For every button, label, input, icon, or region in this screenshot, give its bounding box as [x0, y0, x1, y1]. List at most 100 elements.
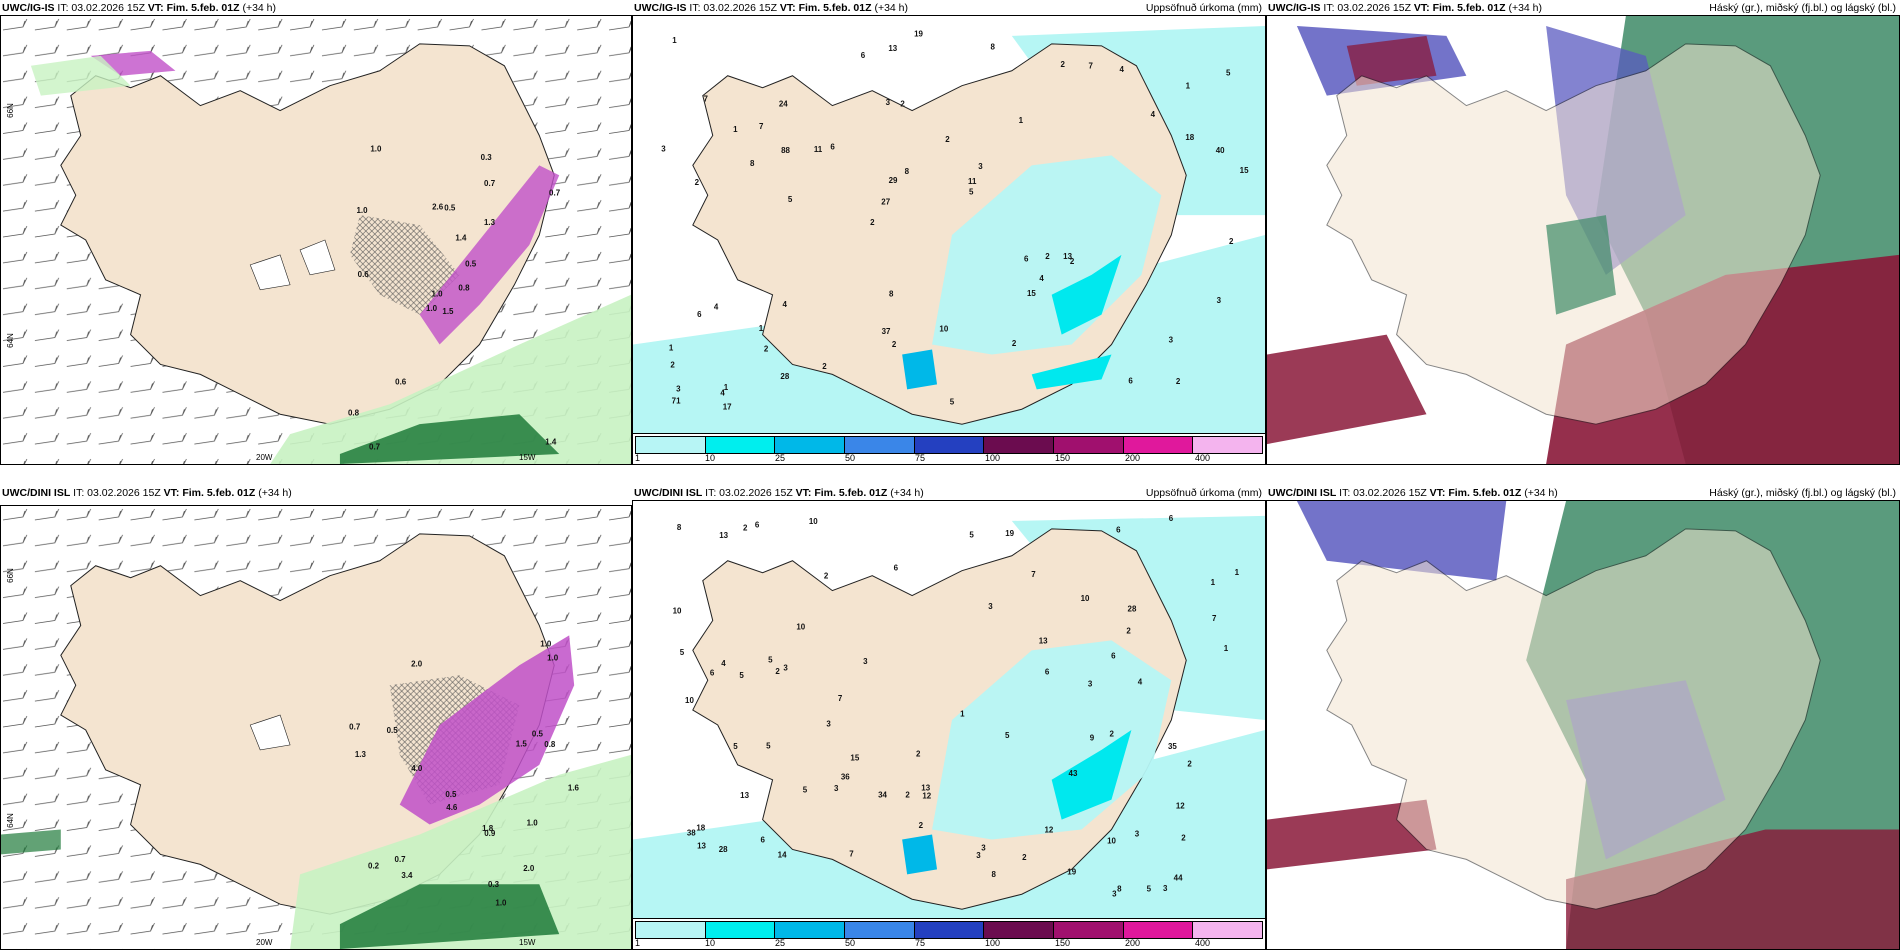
- map-value-label: 28: [780, 372, 789, 381]
- map-value-label: 3: [976, 851, 981, 860]
- map-value-label: 9: [1090, 733, 1095, 742]
- map-value-label: 7: [838, 694, 843, 703]
- map-value-label: 2: [1022, 853, 1027, 862]
- map-value-label: 0.7: [549, 189, 561, 198]
- map-value-label: 44: [1174, 873, 1183, 882]
- map-value-label: 1: [759, 324, 764, 333]
- map-value-label: 6: [1024, 255, 1029, 264]
- map-value-label: 5: [680, 648, 685, 657]
- map-frame: 66N 64N 20W 15W 1.0 2.0 0.7 0.5 0.5 0.3 1.6 4.0…: [0, 505, 632, 950]
- map-value-label: 38: [687, 829, 696, 838]
- map-value-label: 28: [719, 845, 728, 854]
- map-value-label: 1.4: [545, 437, 557, 446]
- glacier: [249, 254, 291, 291]
- map-value-label: 36: [841, 772, 850, 781]
- snow-green-area: [270, 294, 631, 464]
- map-value-label: 8: [905, 167, 910, 176]
- lon-label: 15W: [519, 938, 536, 947]
- map-value-label: 0.7: [484, 179, 496, 188]
- map-value-label: 8: [992, 870, 997, 879]
- panel-right-title: Háský (gr.), miðský (fj.bl.) og lágský (…: [1709, 487, 1896, 499]
- map-value-label: 6: [1128, 376, 1133, 385]
- map-value-label: 0.8: [348, 408, 360, 417]
- map-value-label: 4: [721, 659, 726, 668]
- map-value-label: 3: [863, 657, 868, 666]
- map-value-label: 2: [919, 821, 924, 830]
- cloud-map[interactable]: [1267, 16, 1899, 464]
- map-value-label: 1.6: [568, 783, 580, 792]
- snow-hatch: [349, 215, 460, 315]
- legend-swatch: [1054, 437, 1124, 453]
- map-value-label: 3: [978, 162, 983, 171]
- map-value-label: 2.0: [411, 659, 423, 668]
- map-value-label: 2: [1181, 833, 1186, 842]
- low-cloud: [1267, 799, 1437, 870]
- legend-tick: 50: [845, 453, 856, 463]
- map-value-label: 7: [1031, 570, 1036, 579]
- map-value-label: 4: [720, 389, 725, 398]
- map-value-label: 0.8: [458, 284, 470, 293]
- map-frame: [1266, 15, 1900, 465]
- map-value-label: 2: [945, 135, 950, 144]
- map-value-label: 0.5: [532, 730, 544, 739]
- panel-row2-snow: UWC/DINI ISL IT: 03.02.2026 15Z VT: Fim.…: [0, 485, 632, 950]
- map-value-label: 1: [1224, 644, 1229, 653]
- map-value-label: 1: [960, 709, 965, 718]
- map-value-label: 11: [968, 177, 977, 186]
- map-value-label: 2: [1176, 377, 1181, 386]
- map-value-label: 0.3: [488, 880, 500, 889]
- map-value-label: 6: [1169, 514, 1174, 523]
- legend-tick: 25: [775, 938, 786, 948]
- map-value-label: 6: [861, 51, 866, 60]
- map-value-label: 5: [733, 742, 738, 751]
- legend-tick: 75: [915, 938, 926, 948]
- map-value-label: 10: [809, 517, 818, 526]
- map-value-label: 0.7: [395, 855, 407, 864]
- map-value-label: 2: [670, 360, 675, 369]
- snow-map[interactable]: [1, 506, 631, 949]
- legend-tick: 100: [985, 453, 1001, 463]
- legend-tick: 400: [1195, 453, 1211, 463]
- map-value-label: 4: [783, 300, 788, 309]
- map-value-label: 8: [677, 523, 682, 532]
- map-value-label: 18: [1185, 133, 1194, 142]
- map-value-label: 2: [743, 523, 748, 532]
- legend-swatch: [845, 437, 915, 453]
- map-value-label: 2: [1070, 257, 1075, 266]
- map-value-label: 0.9: [484, 829, 496, 838]
- map-value-label: 3: [676, 385, 681, 394]
- map-value-label: 5: [969, 531, 974, 540]
- map-value-label: 15: [1027, 289, 1036, 298]
- map-value-label: 1.5: [442, 307, 454, 316]
- precip-labels: 2212113246222327131561827372924246313511…: [661, 30, 1249, 412]
- map-value-label: 1: [1235, 568, 1240, 577]
- map-value-label: 0.7: [369, 442, 381, 451]
- map-value-label: 5: [803, 785, 808, 794]
- map-value-label: 5: [788, 195, 793, 204]
- map-value-label: 35: [1168, 742, 1177, 751]
- map-value-label: 3: [988, 602, 993, 611]
- precip-map[interactable]: [633, 16, 1265, 464]
- panel-right-title: Uppsöfnuð úrkoma (mm): [1145, 487, 1262, 499]
- map-value-label: 0.7: [349, 723, 361, 732]
- map-value-label: 34: [878, 790, 887, 799]
- map-value-label: 6: [894, 563, 899, 572]
- map-value-label: 8: [991, 43, 996, 52]
- cloud-map[interactable]: [1267, 501, 1899, 949]
- legend-swatch: [914, 437, 985, 453]
- snow-purple-band: [419, 165, 560, 345]
- map-value-label: 6: [710, 668, 715, 677]
- map-value-label: 13: [1039, 637, 1048, 646]
- snow-map[interactable]: [1, 16, 631, 464]
- map-value-label: 4.6: [446, 803, 458, 812]
- map-value-label: 2: [1045, 252, 1050, 261]
- map-value-label: 0.5: [387, 726, 399, 735]
- legend-tick: 50: [845, 938, 856, 948]
- precip-map[interactable]: [633, 501, 1265, 949]
- map-value-label: 5: [1226, 68, 1231, 77]
- map-value-label: 12: [922, 792, 931, 801]
- legend-swatch: [914, 922, 985, 938]
- map-value-label: 3: [1163, 884, 1168, 893]
- map-value-label: 13: [697, 842, 706, 851]
- map-value-label: 2: [1126, 627, 1131, 636]
